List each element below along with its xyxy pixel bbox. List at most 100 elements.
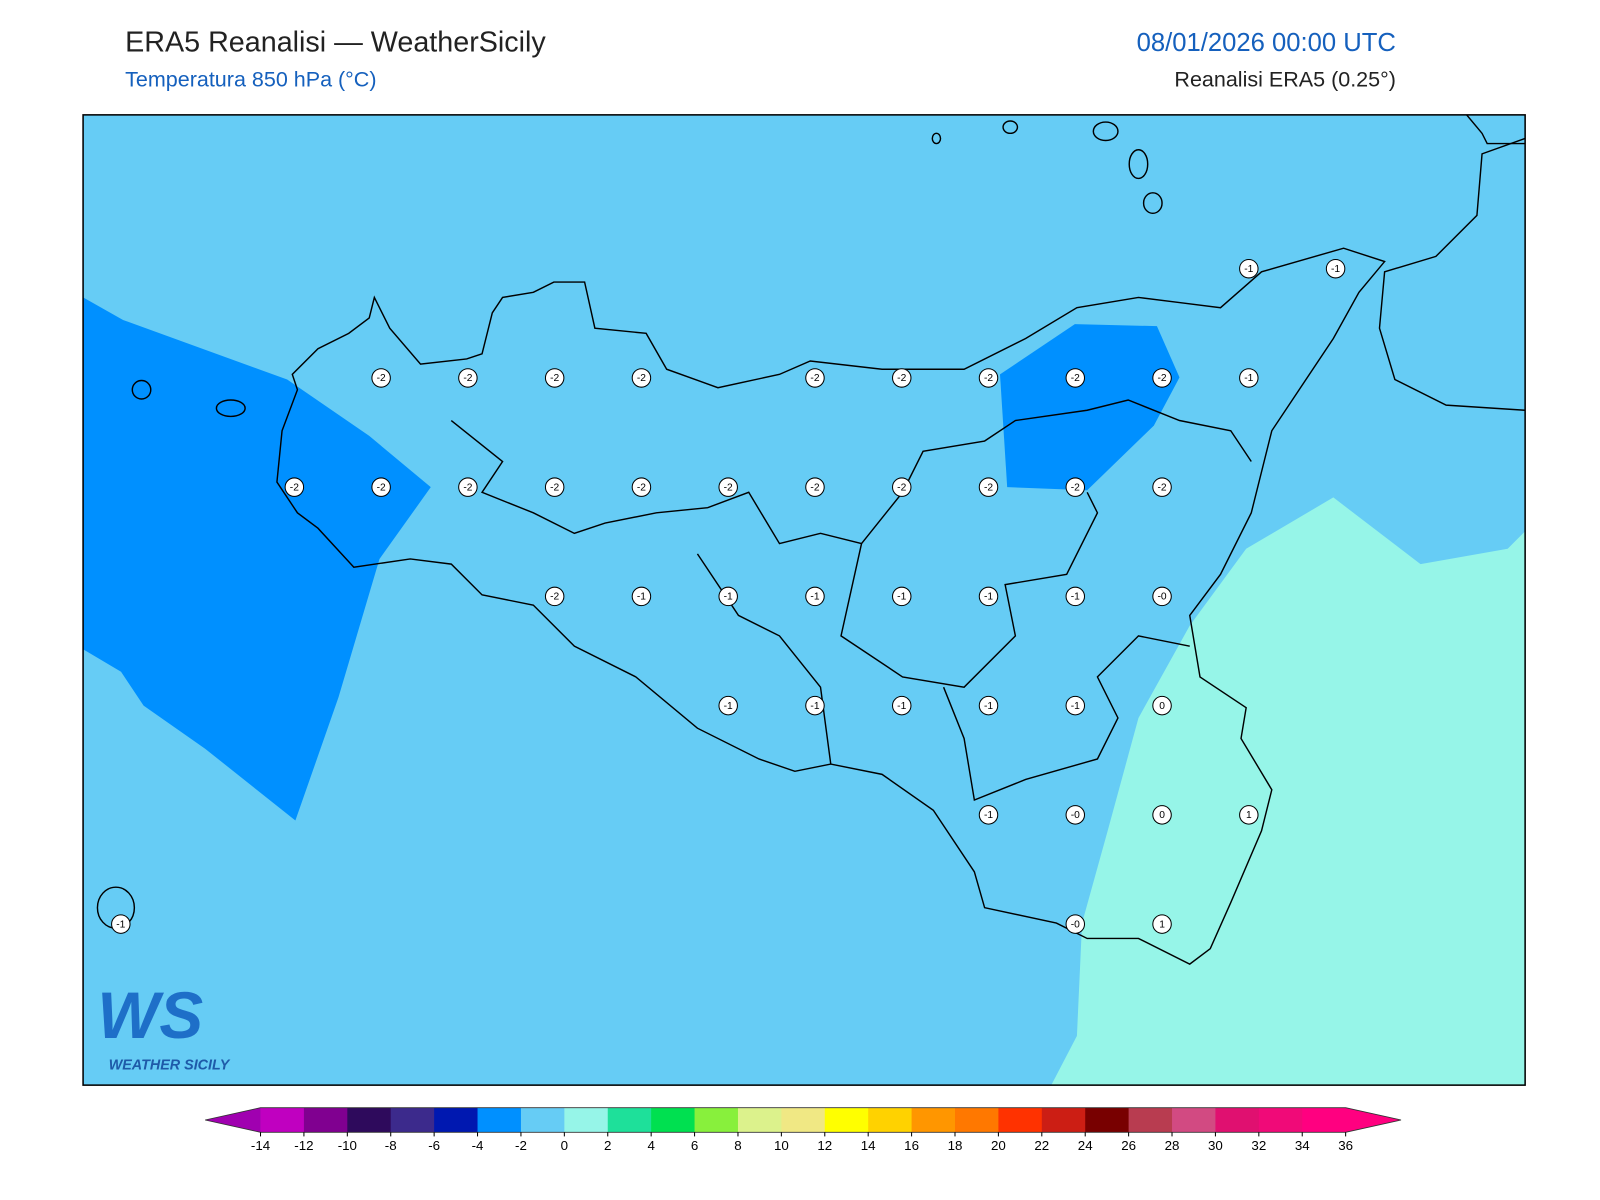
station [631,368,652,388]
station-label: 1 [1159,919,1165,930]
station-label: -1 [1071,701,1080,712]
station [805,695,825,716]
colorbar-over [1345,1107,1402,1133]
colorbar-tick-label: 20 [991,1138,1006,1153]
station-label: -2 [463,482,472,493]
colorbar-bin [954,1107,999,1133]
colorbar-tick-label: 32 [1251,1138,1266,1153]
map-fields [83,114,1526,1086]
colorbar-tick-label: -4 [472,1138,484,1153]
colorbar-tick-label: 24 [1078,1138,1093,1153]
station-label: -2 [290,482,299,493]
colorbar-tick-label: 28 [1165,1138,1180,1153]
station [1239,805,1259,825]
station [1239,258,1259,279]
station [718,477,738,497]
station [978,368,999,388]
station [1325,258,1346,279]
title: ERA5 Reanalisi — WeatherSicily [125,27,546,59]
colorbar-bin [477,1107,522,1133]
island [931,132,942,145]
field-minus4-west [83,297,431,821]
colorbar-tick-label: -8 [385,1138,397,1153]
colorbar-bin [1172,1107,1216,1133]
station [1065,477,1086,497]
station [892,695,912,716]
colorbar-tick-label: -6 [428,1138,440,1153]
station-label: -1 [984,592,993,603]
logo: WS WEATHER SICILY [97,979,230,1074]
sicily-coast [276,247,1386,965]
logo-name: WEATHER SICILY [109,1057,231,1073]
station [544,477,565,497]
station [1152,805,1172,825]
station-label: -2 [637,482,646,493]
station [631,586,652,607]
station [458,477,478,497]
island [1142,192,1163,215]
station-label: -1 [116,919,125,930]
colorbar-tick-label: 8 [734,1138,741,1153]
colorbar-bin [1041,1107,1086,1133]
station-label: -1 [897,701,906,712]
station [978,805,999,825]
station-label: 0 [1159,701,1165,712]
colorbar-bin [737,1107,782,1133]
station-label: -2 [984,373,993,384]
colorbar-bin [1128,1107,1173,1133]
calabria-coast-north [1466,114,1526,145]
station [544,586,565,607]
station [371,477,391,497]
station-label: -0 [1157,592,1166,603]
colorbar-tick-label: 14 [861,1138,876,1153]
station-label: -2 [897,373,906,384]
station [1239,368,1259,388]
colorbar-bin [1215,1107,1260,1133]
map-frame [82,114,1526,1086]
island [131,379,152,400]
island [215,399,246,418]
station-label: -2 [810,373,819,384]
station-label: -2 [724,482,733,493]
logo-mark: WS [97,979,203,1052]
station-label: -2 [550,373,559,384]
station [1152,477,1172,497]
station [978,695,999,716]
station-label: -1 [810,701,819,712]
colorbar-tick-label: 10 [774,1138,789,1153]
source: Reanalisi ERA5 (0.25°) [1174,68,1395,92]
station-label: -1 [1071,592,1080,603]
station [805,368,825,388]
colorbar-tick-label: 2 [604,1138,611,1153]
station [371,368,391,388]
station [1152,586,1172,607]
station-label: -0 [1071,919,1080,930]
station [978,477,999,497]
station [892,586,912,607]
map: -1 -1 -2 -2 -2 -2 -2 -2 -2 -2 -2 -1 -2 -2 -2 -2 -2 -2 -2 -2… [82,114,1526,1086]
colorbar-bin [303,1107,348,1133]
station [805,586,825,607]
island [1092,121,1119,142]
station-label: -2 [550,482,559,493]
island [1128,149,1149,180]
station [631,477,652,497]
station-label: -1 [984,701,993,712]
colorbar-bin [694,1107,739,1133]
station-label: -1 [724,701,733,712]
colorbar-bin [390,1107,435,1133]
colorbar-under [205,1107,261,1133]
colorbar-bin [347,1107,392,1133]
station [1065,586,1086,607]
station-label: 0 [1159,810,1165,821]
station-label: -1 [984,810,993,821]
colorbar-tick-label: -12 [294,1138,313,1153]
station-label: -2 [1157,373,1166,384]
colorbar-bin [781,1107,826,1133]
field-zero [1051,497,1526,1086]
station-label: -2 [463,373,472,384]
stations: -1 -1 -2 -2 -2 -2 -2 -2 -2 -2 -2 -1 -2 -2 -2 -2 -2 -2 -2 -2… [111,258,1346,934]
colorbar-bin [1302,1107,1347,1133]
colorbar-bin [651,1107,696,1133]
